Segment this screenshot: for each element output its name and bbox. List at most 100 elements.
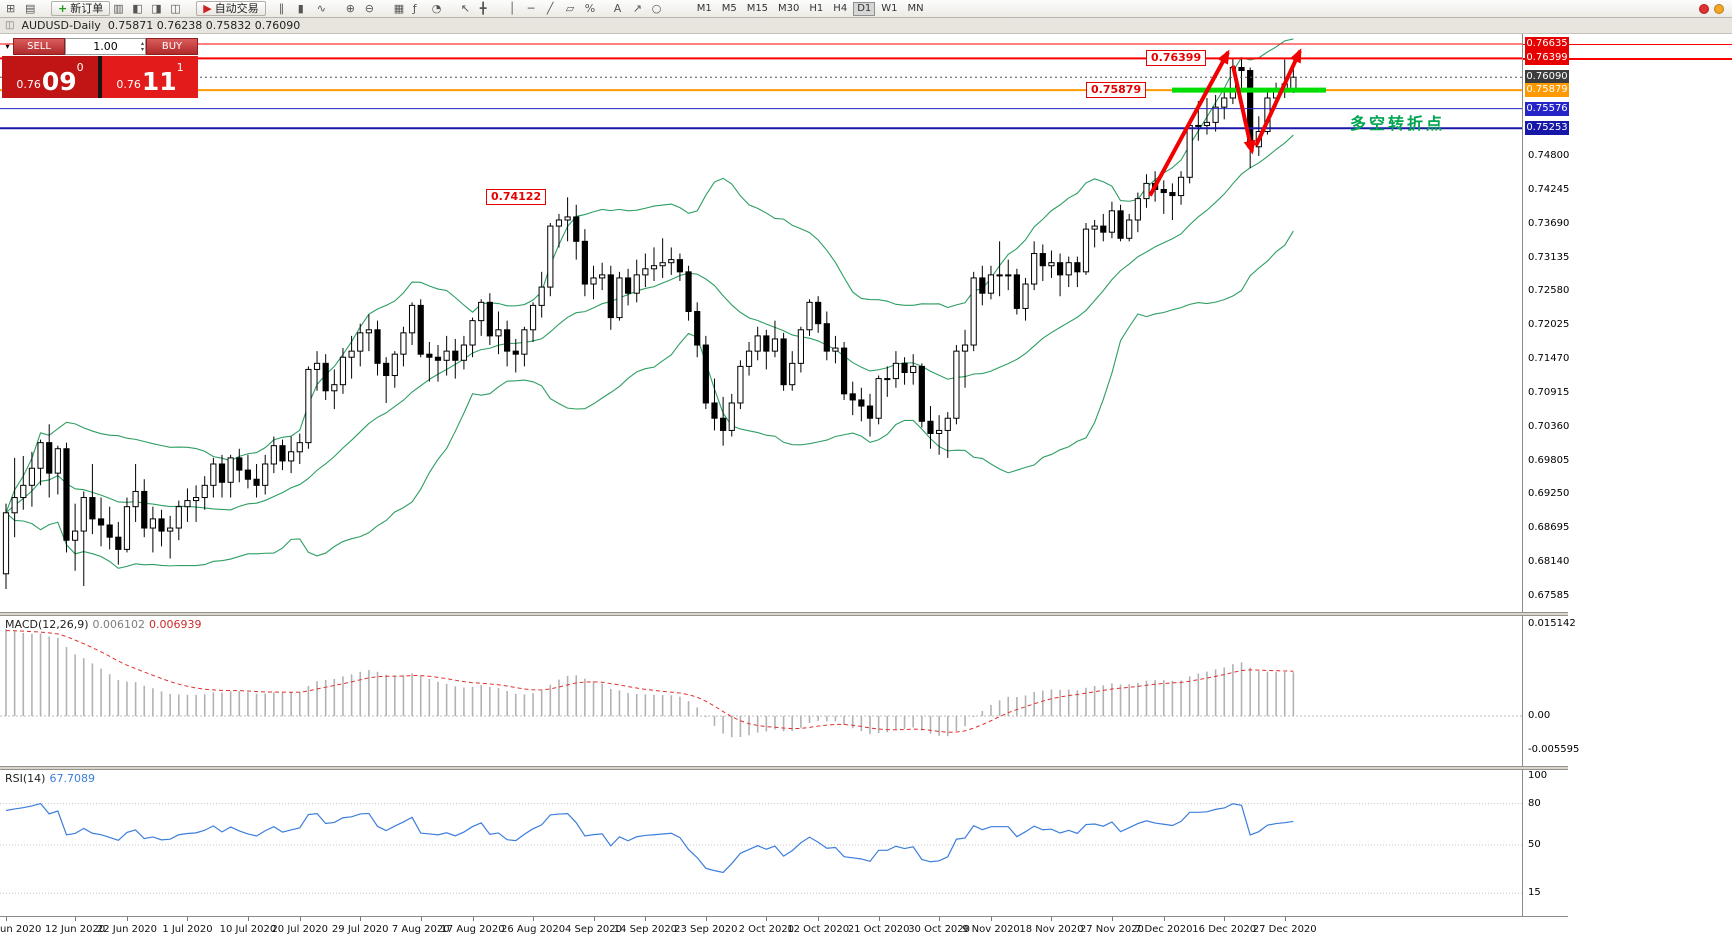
annotation-75879[interactable]: 0.75879 <box>1086 82 1147 99</box>
macd-histogram-bar <box>1128 684 1130 716</box>
candlestick-type-button[interactable]: ▮ <box>295 1 314 17</box>
macd-histogram-bar <box>782 716 785 732</box>
candle-body <box>823 323 830 352</box>
macd-histogram-bar <box>350 674 353 716</box>
candle-body <box>115 536 122 550</box>
price-scale-tick: 0.73690 <box>1528 217 1570 229</box>
macd-histogram-bar <box>82 658 85 716</box>
timeframe-m15-button[interactable]: M15 <box>743 2 772 16</box>
candle-body <box>460 344 468 361</box>
macd-histogram-bar <box>592 681 595 716</box>
timeframe-w1-button[interactable]: W1 <box>877 2 901 16</box>
price-scale-tick: 0.72580 <box>1528 285 1570 297</box>
buy-price-box[interactable]: 0.76 11 1 <box>102 56 198 98</box>
candle-body <box>996 274 1003 277</box>
annotation-76399[interactable]: 0.76399 <box>1146 50 1207 67</box>
timeframe-m5-button[interactable]: M5 <box>718 2 741 16</box>
periods-button[interactable]: ◔ <box>429 1 448 17</box>
new-chart-button[interactable]: ⊞ <box>3 1 22 17</box>
macd-histogram-bar <box>100 668 102 716</box>
time-axis-tick <box>939 917 941 921</box>
macd-histogram-bar <box>1162 680 1165 716</box>
macd-panel-chart[interactable] <box>0 616 1522 766</box>
trend-arrow[interactable] <box>1254 48 1302 147</box>
macd-histogram-bar <box>1283 672 1286 716</box>
cursor-button[interactable]: ↖ <box>458 1 477 17</box>
indicators-icon: ƒ <box>412 1 417 15</box>
sell-price-box[interactable]: 0.76 09 0 <box>2 56 98 98</box>
macd-histogram-bar <box>739 716 742 737</box>
horizontal-line-button[interactable]: ─ <box>525 1 544 17</box>
vertical-line-button[interactable]: │ <box>506 1 525 17</box>
time-axis[interactable]: un 2020 12 Jun 2020 22 Jun 2020 1 Jul 2020 1… <box>0 916 1568 940</box>
time-axis-tick <box>533 917 535 921</box>
bar-chart-type-button[interactable]: ∥ <box>276 1 295 17</box>
annotation-74122[interactable]: 0.74122 <box>486 189 547 206</box>
main-price-chart[interactable] <box>0 34 1522 612</box>
time-axis-tick <box>75 917 77 921</box>
shapes-button[interactable]: ○ <box>649 1 668 17</box>
volume-field[interactable]: 1.00 ▴ ▾ <box>65 38 146 55</box>
candle-body <box>702 344 709 404</box>
macd-histogram-bar <box>31 633 33 716</box>
macd-histogram-bar <box>1093 685 1096 716</box>
macd-histogram-bar <box>566 675 569 716</box>
time-axis-tick <box>247 917 249 921</box>
candle-body <box>1074 262 1081 273</box>
candle-body <box>745 350 753 367</box>
new-order-button[interactable]: + 新订单 <box>51 1 111 16</box>
timeframe-m1-button[interactable]: M1 <box>693 2 716 16</box>
rsi-panel-chart[interactable] <box>0 770 1522 916</box>
macd-histogram-bar <box>1232 664 1234 716</box>
text-label-button[interactable]: A <box>611 1 630 17</box>
timeframe-h1-button[interactable]: H1 <box>805 2 827 16</box>
macd-histogram-bar <box>152 688 154 716</box>
trend-arrow[interactable] <box>1231 65 1256 155</box>
sell-button[interactable]: SELL <box>13 38 65 55</box>
support-highlight-line[interactable] <box>1172 87 1326 93</box>
time-axis-tick <box>766 917 768 921</box>
timeframe-d1-button[interactable]: D1 <box>853 1 876 16</box>
data-window-button[interactable]: ◧ <box>129 1 148 17</box>
market-watch-button[interactable]: ▥ <box>110 1 129 17</box>
macd-histogram-bar <box>903 716 906 729</box>
trendline-button[interactable]: ╱ <box>544 1 563 17</box>
crosshair-button[interactable]: ╋ <box>477 1 496 17</box>
zoom-out-button[interactable]: ⊖ <box>362 1 381 17</box>
trend-arrow[interactable] <box>1148 49 1230 197</box>
turning-point-note[interactable]: 多空转折点 <box>1350 113 1446 133</box>
indicators-button[interactable]: ƒ <box>410 1 429 17</box>
candle-body <box>227 457 234 483</box>
volume-down-button[interactable]: ▾ <box>140 45 144 53</box>
macd-scale-label: 0.015142 <box>1528 617 1576 629</box>
one-click-collapse-arrow-icon[interactable]: ▾ <box>2 38 13 55</box>
arrows-button[interactable]: ↗ <box>630 1 649 17</box>
macd-signal-value: 0.006939 <box>149 618 202 631</box>
macd-histogram-bar <box>921 716 923 731</box>
panel-separator-2[interactable] <box>0 766 1568 770</box>
macd-histogram-bar <box>437 681 439 716</box>
one-click-trading-panel: ▾ SELL 1.00 ▴ ▾ BUY 0.76 09 0 0.76 11 1 <box>2 38 198 98</box>
tile-windows-button[interactable]: ▦ <box>391 1 410 17</box>
line-chart-type-button[interactable]: ∿ <box>314 1 333 17</box>
timeframe-m30-button[interactable]: M30 <box>774 2 803 16</box>
candle-body <box>547 225 554 288</box>
navigator-button[interactable]: ◨ <box>148 1 167 17</box>
channel-button[interactable]: ▱ <box>563 1 582 17</box>
macd-histogram-bar <box>817 716 819 721</box>
panel-separator-1[interactable] <box>0 612 1568 616</box>
chart-profiles-button[interactable]: ▤ <box>22 1 41 17</box>
timeframe-mn-button[interactable]: MN <box>904 2 928 16</box>
timeframe-h4-button[interactable]: H4 <box>829 2 851 16</box>
terminal-button[interactable]: ◫ <box>167 1 186 17</box>
buy-button[interactable]: BUY <box>146 38 198 55</box>
autotrading-button[interactable]: ▶ 自动交易 <box>196 1 266 16</box>
candle-body <box>607 274 614 319</box>
fibonacci-button[interactable]: % <box>582 1 601 17</box>
zoom-in-button[interactable]: ⊕ <box>343 1 362 17</box>
volume-up-button[interactable]: ▴ <box>140 39 144 47</box>
candle-body <box>659 262 666 267</box>
volume-value[interactable]: 1.00 <box>93 40 118 53</box>
candle-body <box>236 457 243 471</box>
macd-histogram-bar <box>981 711 984 716</box>
